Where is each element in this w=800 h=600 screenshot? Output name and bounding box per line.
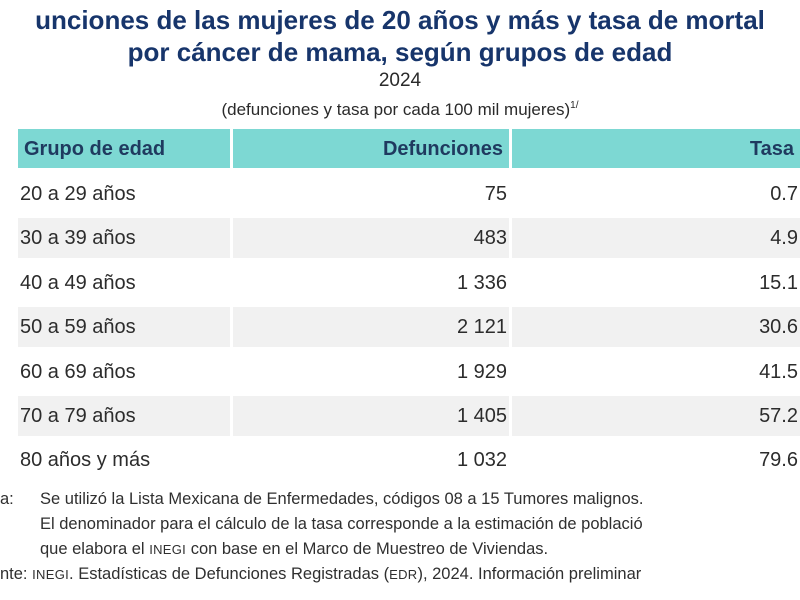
cell-deaths: 1 336	[456, 271, 507, 294]
header-grupo-de-edad: Grupo de edad	[18, 129, 230, 168]
note-line-3: que elabora el INEGI con base en el Marc…	[40, 538, 548, 561]
units-footnote-mark: 1/	[570, 100, 579, 111]
source-text: . Estadísticas de Defunciones Registrada…	[69, 565, 390, 583]
units-text: (defunciones y tasa por cada 100 mil muj…	[221, 100, 571, 119]
cell-age-group: 60 a 69 años	[20, 360, 136, 383]
table-row: 40 a 49 años 1 336 15.1	[18, 261, 800, 305]
cell-rate: 4.9	[512, 218, 800, 259]
table-row: 50 a 59 años 2 121 30.6	[18, 305, 800, 349]
cell-age-group: 20 a 29 años	[20, 183, 136, 205]
header-defunciones: Defunciones	[233, 129, 509, 168]
cell-age-group: 70 a 79 años	[18, 395, 230, 436]
page-year: 2024	[378, 70, 422, 91]
note-label: a:	[0, 490, 14, 508]
cell-age-group: 30 a 39 años	[18, 218, 230, 259]
cell-deaths: 1 032	[456, 449, 507, 472]
page-title-line2: por cáncer de mama, según grupos de edad	[127, 37, 673, 67]
table-row: 80 años y más 1 032 79.6	[18, 438, 800, 482]
header-tasa: Tasa	[512, 129, 800, 168]
units-caption: (defunciones y tasa por cada 100 mil muj…	[0, 100, 800, 120]
note-line-2: El denominador para el cálculo de la tas…	[40, 515, 643, 533]
cell-deaths: 1 405	[233, 395, 509, 436]
cell-rate: 30.6	[512, 307, 800, 348]
cell-deaths: 2 121	[233, 307, 509, 348]
cell-deaths: 75	[484, 183, 507, 205]
note-line-3-pre: que elabora el	[40, 540, 145, 558]
table-row: 70 a 79 años 1 405 57.2	[18, 394, 800, 438]
cell-age-group: 50 a 59 años	[18, 307, 230, 348]
cell-rate: 79.6	[759, 449, 798, 472]
cell-deaths: 1 929	[456, 360, 507, 383]
cell-rate: 41.5	[759, 360, 798, 383]
note-line-1: Se utilizó la Lista Mexicana de Enfermed…	[40, 490, 644, 508]
cell-deaths: 483	[233, 218, 509, 259]
source-edr-abbr: EDR	[389, 567, 418, 582]
cell-rate: 15.1	[759, 271, 798, 294]
table-row: 30 a 39 años 483 4.9	[18, 216, 800, 260]
source-inegi-abbr: INEGI	[32, 567, 70, 582]
table-body: 20 a 29 años 75 0.7 30 a 39 años 483 4.9…	[18, 172, 800, 483]
cell-age-group: 40 a 49 años	[20, 271, 136, 294]
cell-rate: 0.7	[770, 183, 798, 205]
cell-rate: 57.2	[512, 395, 800, 436]
inegi-abbr: INEGI	[149, 542, 187, 557]
note-line-3-post: con base en el Marco de Muestreo de Vivi…	[190, 540, 549, 558]
source-label: nte:	[0, 565, 28, 583]
table-row: 60 a 69 años 1 929 41.5	[18, 350, 800, 394]
cell-age-group: 80 años y más	[20, 449, 151, 472]
page-title-line1: unciones de las mujeres de 20 años y más…	[35, 5, 765, 35]
source-text-end: ), 2024. Información preliminar	[417, 565, 642, 583]
source-line: nte: INEGI. Estadísticas de Defunciones …	[0, 563, 641, 586]
table-row: 20 a 29 años 75 0.7	[18, 172, 800, 216]
